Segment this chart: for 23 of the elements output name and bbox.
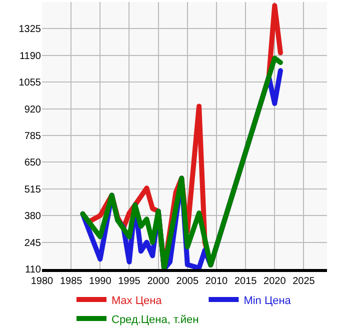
x-tick-label: 1985 bbox=[60, 276, 83, 287]
x-tick-label: 2025 bbox=[292, 276, 316, 287]
y-tick-label: 650 bbox=[24, 158, 42, 169]
y-tick-label: 785 bbox=[24, 131, 42, 142]
y-tick-label: 1190 bbox=[19, 50, 42, 62]
y-tick-label: 1055 bbox=[18, 78, 42, 89]
legend-label: Max Цена bbox=[112, 294, 163, 307]
legend-label: Сред.Цена, т.йен bbox=[112, 314, 199, 326]
x-tick-label: 2015 bbox=[234, 276, 258, 287]
y-tick-label: 110 bbox=[25, 264, 42, 276]
x-tick-label: 1995 bbox=[118, 276, 141, 287]
y-tick-label: 515 bbox=[24, 184, 42, 196]
x-tick-label: 2000 bbox=[147, 276, 170, 287]
legend-label: Min Цена bbox=[244, 294, 292, 307]
x-tick-label: 1980 bbox=[30, 276, 54, 287]
y-tick-label: 245 bbox=[24, 238, 42, 249]
x-tick-label: 2020 bbox=[264, 276, 286, 287]
y-tick-label: 380 bbox=[24, 211, 42, 222]
x-tick-label: 2005 bbox=[176, 276, 199, 287]
y-tick-label: 1325 bbox=[18, 24, 42, 36]
x-tick-label: 2010 bbox=[205, 276, 228, 287]
x-tick-label: 1990 bbox=[89, 276, 112, 287]
y-tick-label: 920 bbox=[24, 104, 42, 116]
